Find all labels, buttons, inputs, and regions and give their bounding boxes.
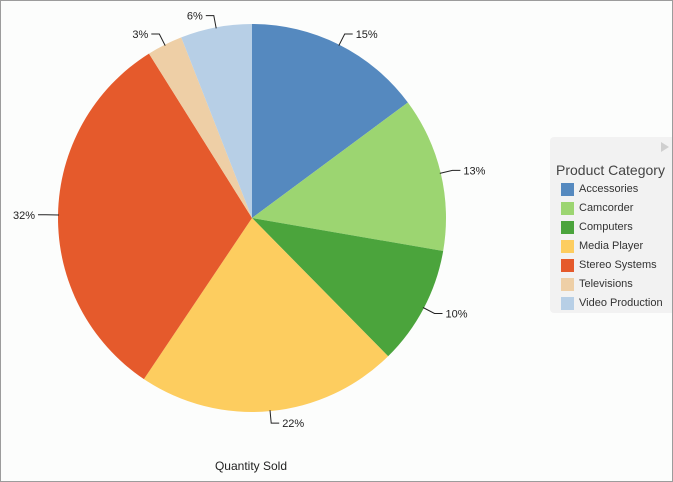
leader-line — [439, 169, 461, 174]
legend-label: Accessories — [579, 183, 639, 195]
legend-item[interactable]: Camcorder — [561, 200, 633, 216]
slice-label: 32% — [13, 210, 35, 222]
slice-label: 22% — [282, 418, 304, 430]
pie-slice-video-production[interactable] — [181, 24, 252, 218]
slice-label: 6% — [187, 11, 203, 23]
legend-label: Video Production — [579, 297, 663, 309]
leader-line — [151, 33, 166, 46]
slice-label: 10% — [446, 309, 468, 321]
pie-slice-accessories[interactable] — [252, 24, 408, 218]
legend-label: Televisions — [579, 278, 633, 290]
pie-slice-media-player[interactable] — [143, 218, 389, 413]
legend-swatch — [561, 220, 574, 234]
legend-title: Product Category — [556, 162, 665, 178]
legend-item[interactable]: Media Player — [561, 238, 643, 254]
leader-lines — [38, 15, 461, 424]
legend-swatch — [561, 277, 574, 291]
pie-slice-stereo-systems[interactable] — [57, 53, 253, 380]
legend-item[interactable]: Stereo Systems — [561, 257, 657, 273]
legend-label: Camcorder — [579, 202, 634, 214]
legend-swatch — [561, 201, 574, 215]
pie-slice-computers[interactable] — [252, 218, 444, 357]
leader-line — [269, 410, 280, 424]
leader-line — [338, 33, 353, 46]
legend-item[interactable]: Televisions — [561, 276, 633, 292]
legend-label: Stereo Systems — [579, 259, 657, 271]
leader-line — [205, 15, 217, 29]
pie-slice-televisions[interactable] — [148, 37, 252, 218]
legend-label: Computers — [579, 221, 633, 233]
slice-label: 15% — [356, 29, 378, 41]
pie-slices — [57, 24, 447, 413]
legend: Product Category Accessories Camcorder Com… — [550, 137, 672, 313]
legend-swatch — [561, 296, 574, 310]
legend-item[interactable]: Computers — [561, 219, 633, 235]
legend-item[interactable]: Accessories — [561, 181, 638, 197]
legend-expand-arrow-icon[interactable] — [661, 142, 669, 152]
legend-item[interactable]: Video Production — [561, 295, 663, 311]
slice-label: 13% — [463, 165, 485, 177]
chart-xlabel: Quantity Sold — [214, 459, 288, 473]
slice-label: 3% — [132, 29, 148, 41]
pie-slice-camcorder[interactable] — [252, 102, 447, 252]
legend-swatch — [561, 239, 574, 253]
leader-line — [422, 307, 443, 314]
slice-labels: 15% 13% 10% 22% 32% 3% 6% — [13, 11, 486, 431]
legend-label: Media Player — [579, 240, 644, 252]
legend-swatch — [561, 258, 574, 272]
legend-swatch — [561, 182, 574, 196]
